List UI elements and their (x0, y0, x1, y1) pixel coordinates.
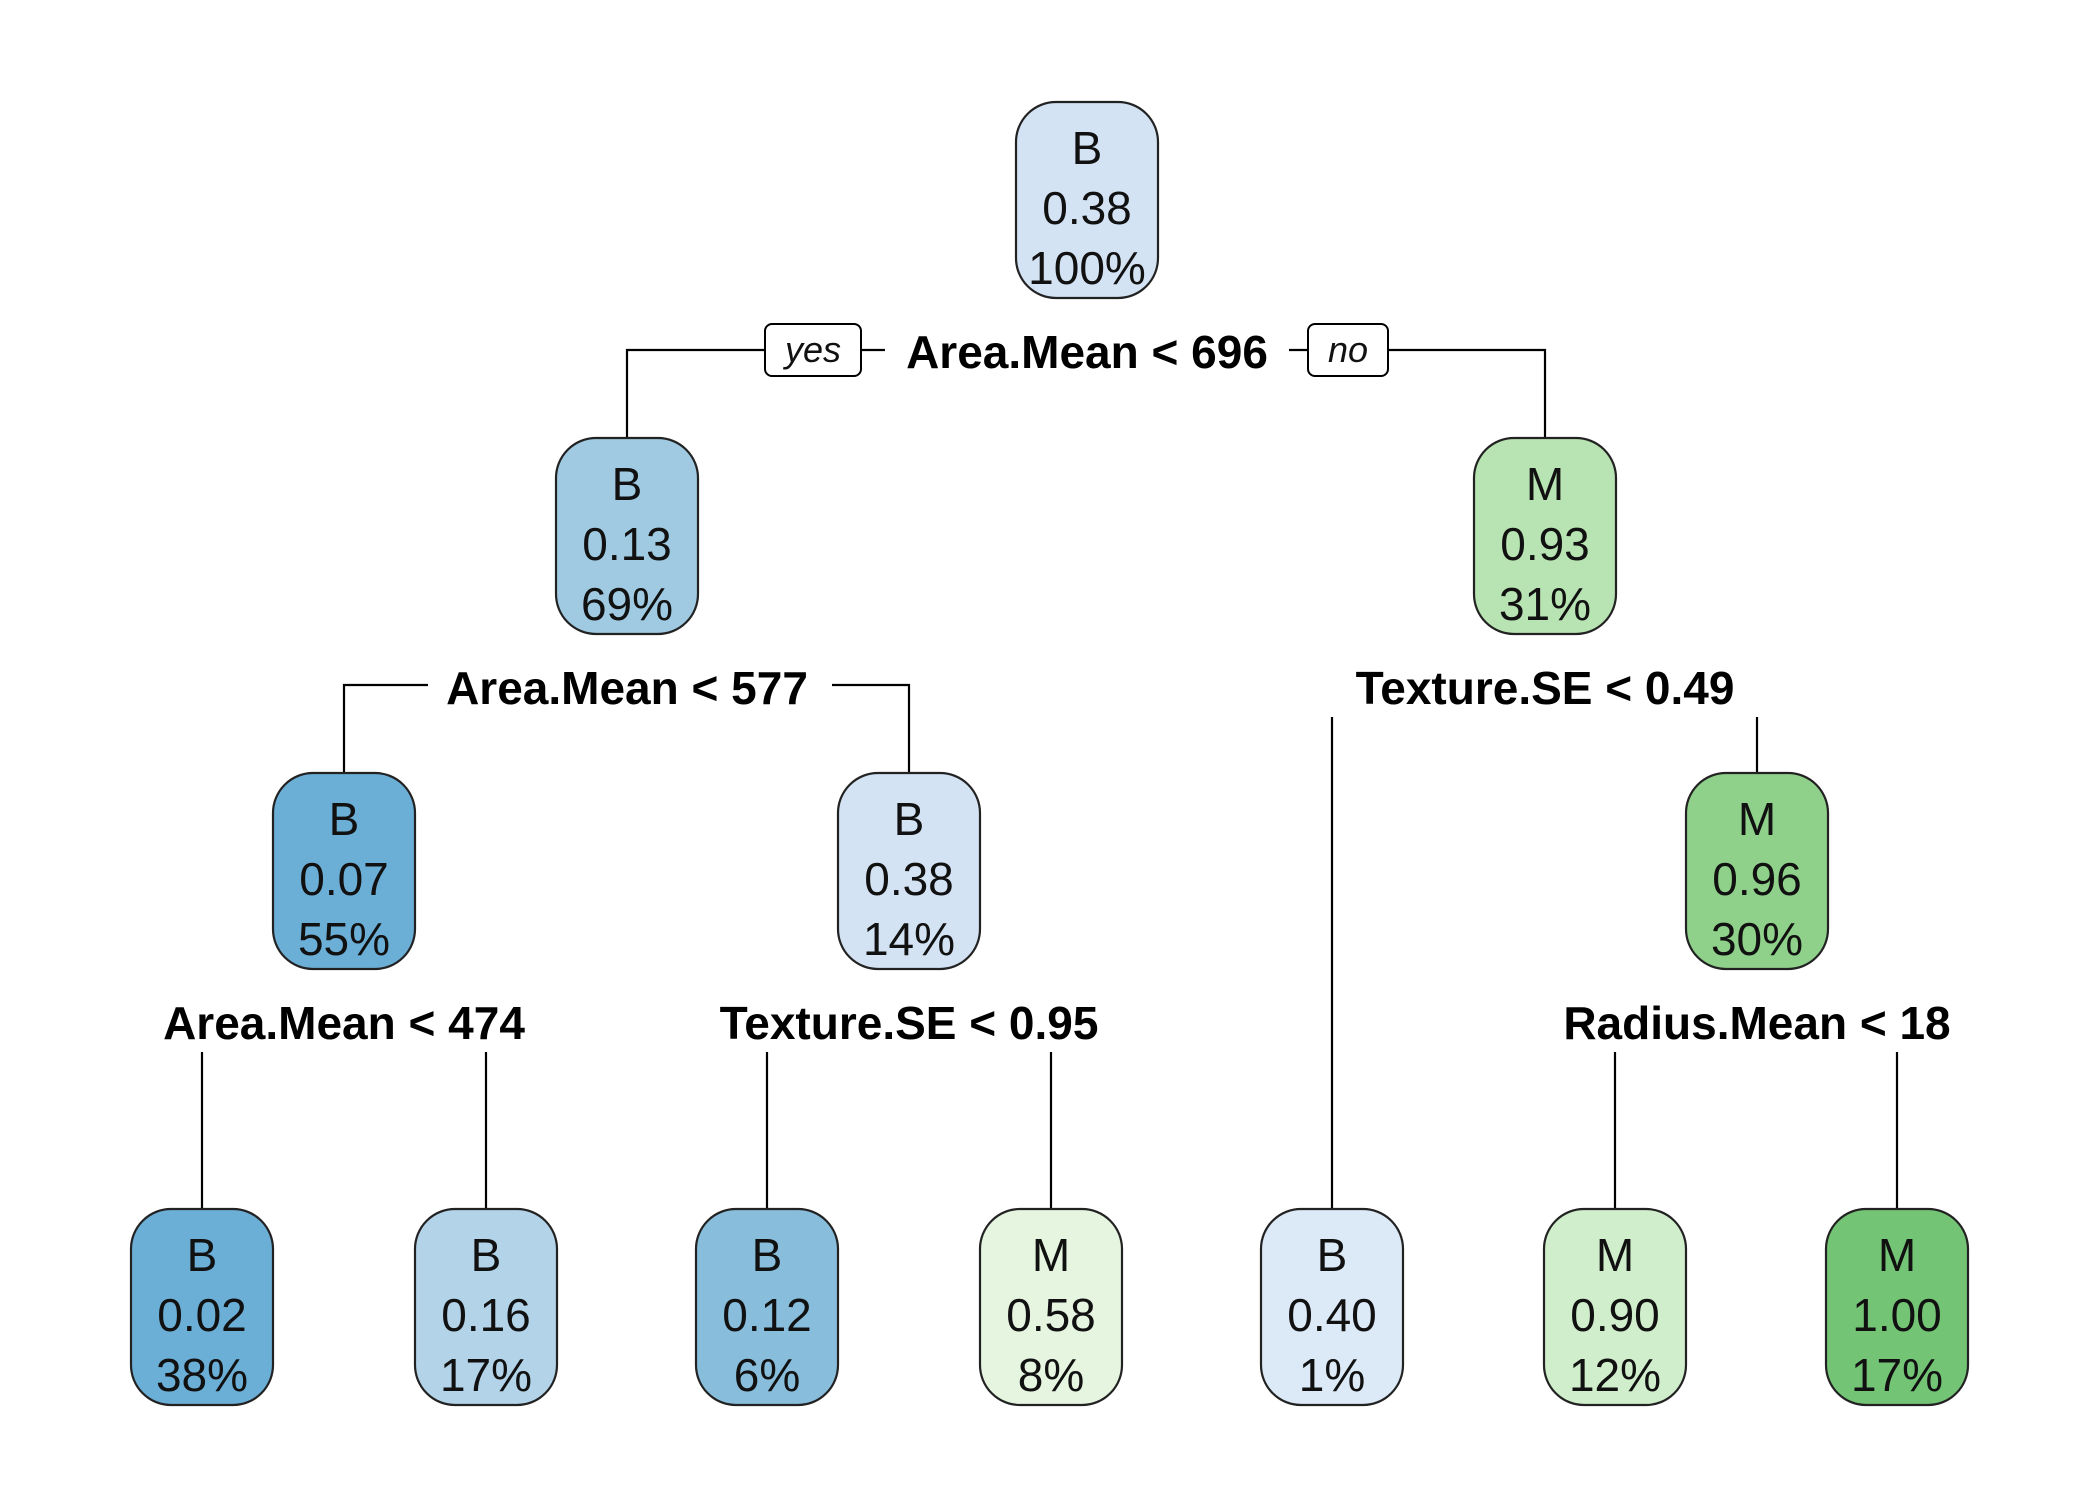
node-percent: 12% (1569, 1349, 1661, 1401)
node-probability: 0.13 (582, 518, 672, 570)
node-probability: 0.93 (1500, 518, 1590, 570)
node-box (836, 771, 982, 971)
node-probability: 0.07 (299, 853, 389, 905)
node-probability: 0.38 (864, 853, 954, 905)
node-percent: 14% (863, 913, 955, 965)
node-probability: 0.90 (1570, 1289, 1660, 1341)
node-percent: 69% (581, 578, 673, 630)
node-class: B (471, 1229, 502, 1281)
node-box (1684, 771, 1830, 971)
tree-node-n3: M 0.93 31% (1472, 436, 1618, 636)
node-box (271, 771, 417, 971)
tree-node-l5: B 0.40 1% (1259, 1207, 1405, 1407)
tree-node-l4: M 0.58 8% (978, 1207, 1124, 1407)
node-class: B (612, 458, 643, 510)
split-label-s_n3: Texture.SE < 0.49 (1356, 662, 1735, 714)
node-probability: 1.00 (1852, 1289, 1942, 1341)
node-box (1824, 1207, 1970, 1407)
no-label-text: no (1328, 329, 1368, 370)
node-percent: 17% (1851, 1349, 1943, 1401)
split-label-s_n4: Area.Mean < 474 (163, 997, 525, 1049)
yes-label: yes (764, 323, 862, 377)
yes-label-box (764, 323, 862, 377)
tree-node-root: B 0.38 100% (1014, 100, 1160, 300)
node-probability: 0.96 (1712, 853, 1802, 905)
node-box (554, 436, 700, 636)
node-percent: 6% (734, 1349, 800, 1401)
tree-edges (200, 348, 1899, 1209)
tree-node-l3: B 0.12 6% (694, 1207, 840, 1407)
tree-edge (625, 348, 765, 438)
node-box (694, 1207, 840, 1407)
node-class: M (1596, 1229, 1634, 1281)
tree-node-n2: B 0.13 69% (554, 436, 700, 636)
split-label-s_n5: Texture.SE < 0.95 (720, 997, 1099, 1049)
node-percent: 1% (1299, 1349, 1365, 1401)
tree-edge (832, 683, 911, 773)
node-probability: 0.16 (441, 1289, 531, 1341)
node-percent: 8% (1018, 1349, 1084, 1401)
node-class: B (329, 793, 360, 845)
tree-node-n4: B 0.07 55% (271, 771, 417, 971)
no-label-box (1307, 323, 1389, 377)
node-percent: 38% (156, 1349, 248, 1401)
tree-node-l6: M 0.90 12% (1542, 1207, 1688, 1407)
node-box (1472, 436, 1618, 636)
node-box (1014, 100, 1160, 300)
split-label-s_n2: Area.Mean < 577 (446, 662, 808, 714)
node-box (978, 1207, 1124, 1407)
node-percent: 17% (440, 1349, 532, 1401)
node-percent: 31% (1499, 578, 1591, 630)
node-box (129, 1207, 275, 1407)
node-probability: 0.02 (157, 1289, 247, 1341)
node-class: M (1878, 1229, 1916, 1281)
tree-node-n5: B 0.38 14% (836, 771, 982, 971)
node-class: B (894, 793, 925, 845)
node-probability: 0.40 (1287, 1289, 1377, 1341)
node-probability: 0.38 (1042, 182, 1132, 234)
tree-nodes: B 0.38 100% B 0.13 69% M 0.93 31% B 0.07 55% B 0.38 14… (129, 100, 1970, 1407)
tree-node-n7: M 0.96 30% (1684, 771, 1830, 971)
tree-node-l7: M 1.00 17% (1824, 1207, 1970, 1407)
yes-no-labels: yes no (764, 323, 1389, 377)
node-percent: 100% (1028, 242, 1146, 294)
node-box (413, 1207, 559, 1407)
split-label-s_n7: Radius.Mean < 18 (1563, 997, 1950, 1049)
tree-node-l1: B 0.02 38% (129, 1207, 275, 1407)
node-percent: 55% (298, 913, 390, 965)
node-class: M (1738, 793, 1776, 845)
node-box (1259, 1207, 1405, 1407)
split-labels: Area.Mean < 696 Area.Mean < 577 Texture.SE… (163, 326, 1951, 1049)
no-label: no (1307, 323, 1389, 377)
node-probability: 0.12 (722, 1289, 812, 1341)
tree-edge (342, 683, 428, 773)
tree-edge (1388, 348, 1547, 438)
tree-node-l2: B 0.16 17% (413, 1207, 559, 1407)
node-box (1542, 1207, 1688, 1407)
node-probability: 0.58 (1006, 1289, 1096, 1341)
node-class: B (1072, 122, 1103, 174)
node-class: B (752, 1229, 783, 1281)
node-class: B (1317, 1229, 1348, 1281)
yes-label-text: yes (782, 329, 841, 370)
node-class: M (1526, 458, 1564, 510)
node-class: M (1032, 1229, 1070, 1281)
node-class: B (187, 1229, 218, 1281)
node-percent: 30% (1711, 913, 1803, 965)
split-label-s_root: Area.Mean < 696 (906, 326, 1268, 378)
